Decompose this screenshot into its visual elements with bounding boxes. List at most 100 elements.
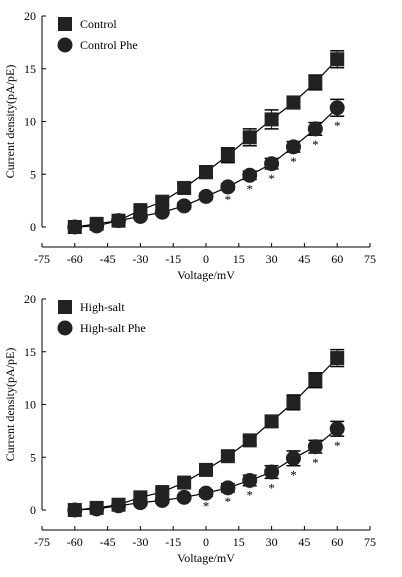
x-tick-label: 45 <box>298 252 310 266</box>
data-point-circle <box>285 139 301 155</box>
x-tick-label: 15 <box>233 535 245 549</box>
data-point-circle <box>307 439 323 455</box>
significance-marker: * <box>312 455 319 470</box>
x-tick-label: 30 <box>266 535 278 549</box>
x-axis-label: Voltage/mV <box>177 268 235 282</box>
data-point-circle <box>329 100 345 116</box>
data-point-square <box>330 52 345 67</box>
x-tick-label: 0 <box>203 535 209 549</box>
x-tick-label: -15 <box>165 535 181 549</box>
significance-marker: * <box>225 494 232 509</box>
x-tick-label: 60 <box>331 252 343 266</box>
x-tick-label: -30 <box>132 535 148 549</box>
data-point-circle <box>198 485 214 501</box>
data-point-circle <box>132 208 148 224</box>
legend-label: High-salt Phe <box>80 321 146 335</box>
x-tick-label: 30 <box>266 252 278 266</box>
data-point-square <box>220 148 235 163</box>
y-tick-label: 5 <box>30 167 36 181</box>
x-tick-label: 75 <box>364 535 376 549</box>
data-point-square <box>199 165 213 180</box>
data-point-circle <box>198 188 214 204</box>
x-tick-label: -15 <box>165 252 181 266</box>
data-point-circle <box>264 464 280 480</box>
data-point-circle <box>154 204 170 220</box>
x-tick-label: 75 <box>364 252 376 266</box>
significance-marker: * <box>246 182 253 197</box>
y-tick-label: 10 <box>24 398 36 412</box>
x-tick-label: 45 <box>298 535 310 549</box>
x-tick-label: 0 <box>203 252 209 266</box>
x-tick-label: -45 <box>100 535 116 549</box>
data-point-square <box>286 395 301 410</box>
legend-marker-circle <box>57 37 73 53</box>
data-point-circle <box>307 121 323 137</box>
data-point-circle <box>154 493 170 509</box>
x-tick-label: -60 <box>67 535 83 549</box>
x-axis-label: Voltage/mV <box>177 551 235 565</box>
data-point-circle <box>67 219 83 235</box>
x-tick-label: -75 <box>34 535 50 549</box>
x-tick-label: -45 <box>100 252 116 266</box>
data-point-circle <box>176 198 192 214</box>
data-point-circle <box>111 498 127 514</box>
x-tick-label: 15 <box>233 252 245 266</box>
chart-panel-2: 0 5 10 15 20 -75 -60 -45 -30 -15 0 15 30 45 60 75 Voltag… <box>3 292 376 565</box>
legend-label: Control Phe <box>80 38 138 52</box>
data-point-circle <box>89 218 105 234</box>
data-point-square <box>199 462 213 477</box>
data-point-circle <box>132 495 148 511</box>
chart-panel-1: 0 5 10 15 20 -75 -60 -45 -30 -15 0 15 30 45 60 75 Voltag… <box>3 9 376 282</box>
data-point-circle <box>220 480 236 496</box>
data-point-square <box>177 475 192 490</box>
y-tick-label: 15 <box>24 345 36 359</box>
data-point-circle <box>176 489 192 505</box>
data-point-square <box>264 414 279 429</box>
x-tick-label: -30 <box>132 252 148 266</box>
data-point-circle <box>242 167 258 183</box>
data-point-square <box>242 130 257 145</box>
data-point-circle <box>242 472 258 488</box>
data-point-circle <box>285 450 301 466</box>
data-point-square <box>220 449 235 464</box>
x-tick-label: -75 <box>34 252 50 266</box>
data-point-circle <box>264 156 280 172</box>
data-point-square <box>308 75 323 90</box>
y-tick-label: 10 <box>24 115 36 129</box>
legend-label: Control <box>80 17 117 31</box>
data-point-square <box>177 180 192 195</box>
data-point-square <box>308 373 323 388</box>
y-axis-label: Current density(pA/pE) <box>3 65 17 179</box>
data-point-circle <box>329 421 345 437</box>
legend-marker-square <box>58 300 72 314</box>
data-point-circle <box>67 502 83 518</box>
data-point-circle <box>220 179 236 195</box>
data-point-square <box>286 95 301 110</box>
y-tick-label: 20 <box>24 292 36 306</box>
legend-label: High-salt <box>80 300 125 314</box>
significance-marker: * <box>203 498 210 513</box>
significance-marker: * <box>225 192 232 207</box>
x-tick-label: 60 <box>331 535 343 549</box>
y-tick-label: 15 <box>24 62 36 76</box>
y-tick-label: 20 <box>24 9 36 23</box>
x-tick-label: -60 <box>67 252 83 266</box>
significance-marker: * <box>268 480 275 495</box>
significance-marker: * <box>334 438 341 453</box>
legend-marker-square <box>58 17 72 31</box>
significance-marker: * <box>312 137 319 152</box>
y-tick-label: 0 <box>30 220 36 234</box>
significance-marker: * <box>334 118 341 133</box>
data-point-circle <box>111 213 127 229</box>
significance-marker: * <box>268 171 275 186</box>
y-axis-label: Current density(pA/pE) <box>3 348 17 462</box>
y-tick-label: 0 <box>30 503 36 517</box>
data-point-square <box>242 433 257 448</box>
significance-marker: * <box>290 154 297 169</box>
data-point-square <box>330 351 345 366</box>
significance-marker: * <box>290 468 297 483</box>
data-point-circle <box>89 501 105 517</box>
significance-marker: * <box>246 488 253 503</box>
legend-marker-circle <box>57 320 73 336</box>
